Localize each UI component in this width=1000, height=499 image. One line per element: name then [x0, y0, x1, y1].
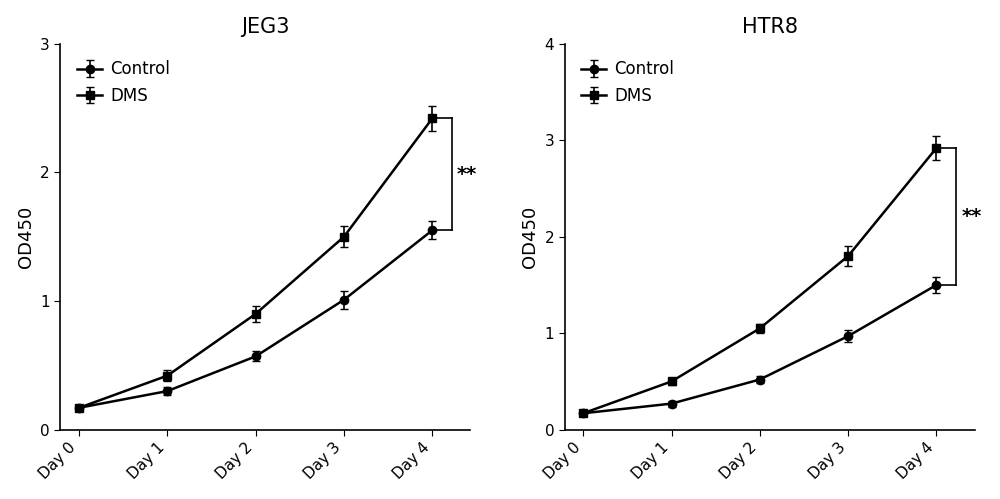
Y-axis label: OD450: OD450: [521, 206, 539, 268]
Text: **: **: [961, 207, 981, 226]
Title: JEG3: JEG3: [241, 16, 290, 36]
Legend: Control, DMS: Control, DMS: [573, 52, 683, 113]
Y-axis label: OD450: OD450: [17, 206, 35, 268]
Text: **: **: [457, 165, 477, 184]
Title: HTR8: HTR8: [742, 16, 798, 36]
Legend: Control, DMS: Control, DMS: [69, 52, 179, 113]
